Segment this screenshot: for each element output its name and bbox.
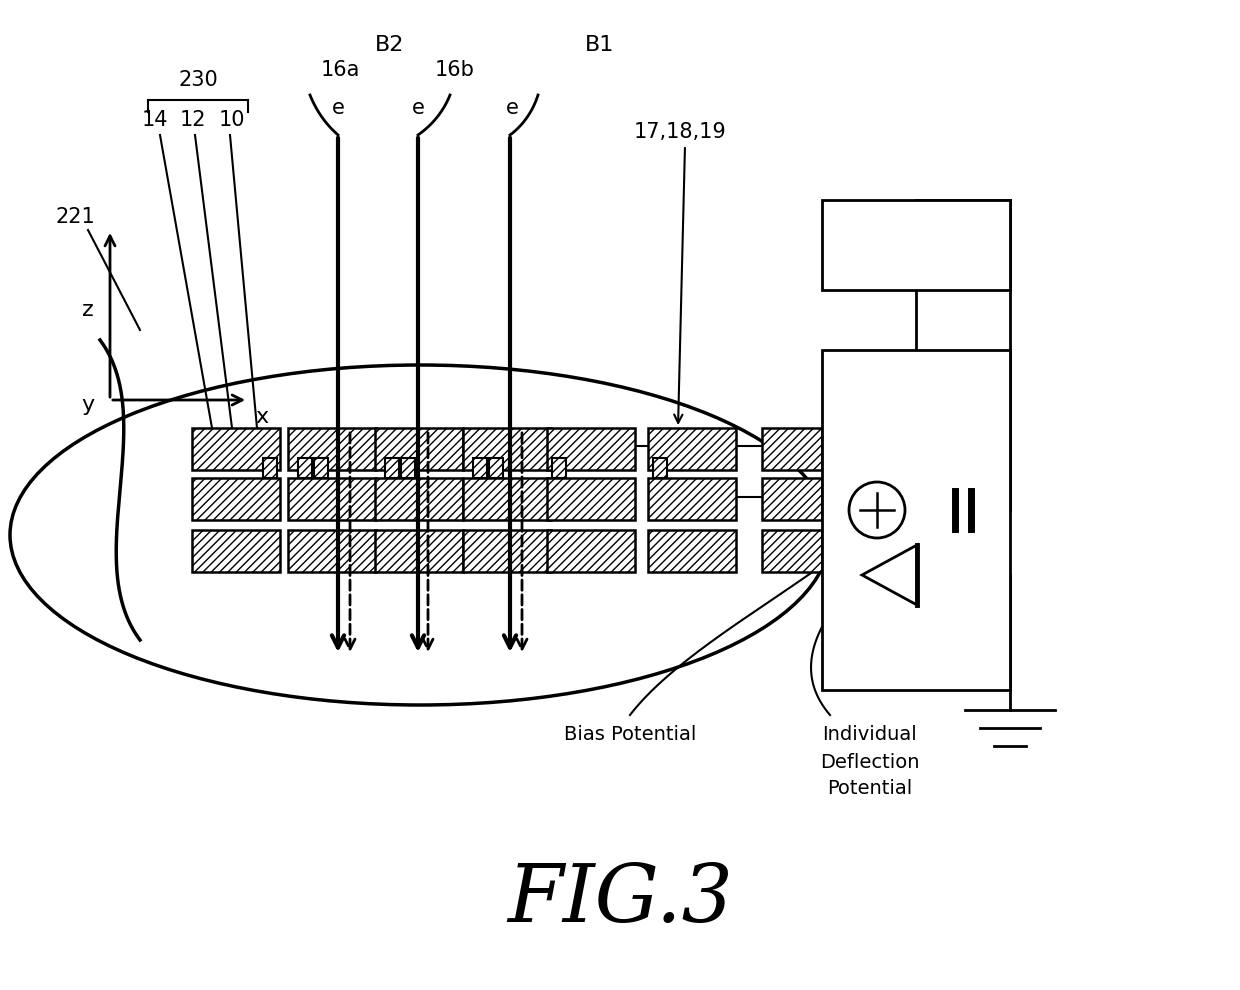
Bar	[822, 350, 1011, 690]
Bar	[649, 530, 737, 572]
Bar	[472, 458, 487, 478]
Bar	[192, 428, 280, 470]
Bar	[288, 478, 376, 520]
Text: 230: 230	[179, 70, 218, 90]
Text: B1: B1	[585, 35, 615, 55]
Bar	[547, 478, 635, 520]
Bar	[463, 478, 551, 520]
Text: Deflection: Deflection	[820, 752, 920, 771]
Bar	[547, 530, 635, 572]
Bar	[192, 478, 280, 520]
Text: x: x	[255, 407, 268, 427]
Bar	[374, 428, 463, 470]
Text: 221: 221	[55, 207, 95, 227]
Text: 17,18,19: 17,18,19	[634, 122, 727, 142]
Bar	[263, 458, 277, 478]
Text: Bias Potential: Bias Potential	[564, 726, 696, 744]
Text: 10: 10	[218, 110, 246, 130]
Text: 16a: 16a	[320, 60, 360, 80]
Text: Individual: Individual	[822, 726, 918, 744]
Bar	[463, 428, 551, 470]
Bar	[384, 458, 399, 478]
Bar	[401, 458, 415, 478]
Bar	[552, 458, 565, 478]
Text: FIG.3: FIG.3	[507, 861, 733, 939]
Bar	[374, 530, 463, 572]
Text: z: z	[82, 300, 94, 320]
Bar	[314, 458, 329, 478]
Text: Potential: Potential	[827, 778, 913, 798]
Bar	[649, 428, 737, 470]
Text: e: e	[412, 98, 424, 118]
Text: 12: 12	[180, 110, 206, 130]
Text: e: e	[331, 98, 345, 118]
Text: 16b: 16b	[435, 60, 475, 80]
Text: y: y	[82, 395, 94, 415]
Bar	[822, 200, 1011, 290]
Text: 14: 14	[141, 110, 169, 130]
Bar	[288, 530, 376, 572]
Bar	[763, 530, 822, 572]
Bar	[374, 478, 463, 520]
Bar	[649, 478, 737, 520]
Bar	[192, 530, 280, 572]
Bar	[763, 478, 822, 520]
Bar	[547, 428, 635, 470]
Bar	[763, 428, 822, 470]
Bar	[298, 458, 312, 478]
Bar	[463, 530, 551, 572]
Bar	[489, 458, 503, 478]
Text: e: e	[506, 98, 518, 118]
Bar	[653, 458, 667, 478]
Text: B2: B2	[376, 35, 404, 55]
Bar	[288, 428, 376, 470]
